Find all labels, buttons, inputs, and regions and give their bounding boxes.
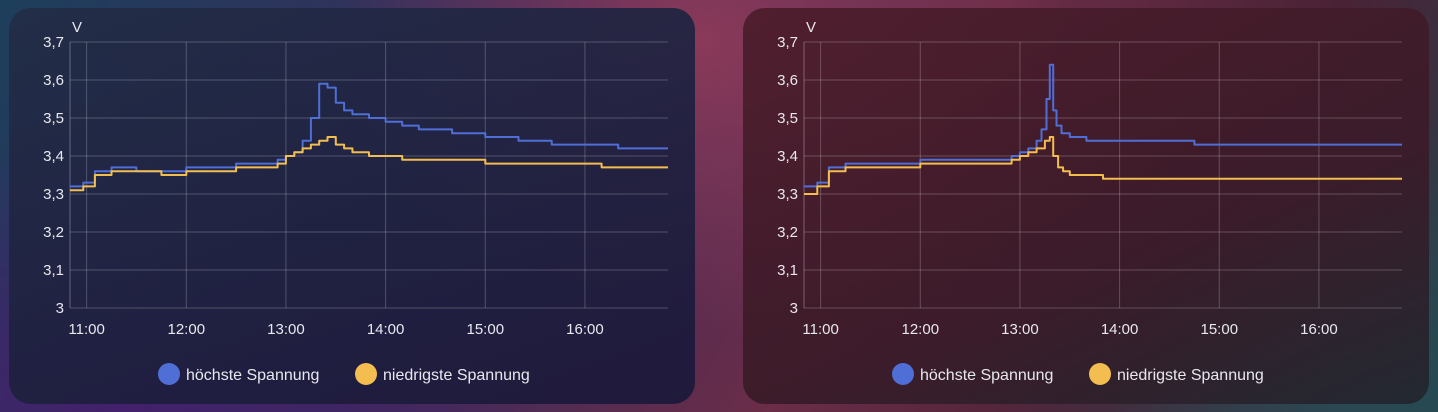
x-tick-label: 11:00 <box>802 321 838 338</box>
y-tick-label: 3,5 <box>777 110 798 127</box>
x-tick-label: 12:00 <box>902 321 940 338</box>
y-tick-label: 3 <box>790 300 798 317</box>
series-line-low <box>70 136 668 192</box>
y-tick-label: 3,2 <box>777 224 798 241</box>
legend-low-label[interactable]: niedrigste Spannung <box>1117 367 1264 384</box>
legend-high-label[interactable]: höchste Spannung <box>186 367 319 384</box>
voltage-chart-right: 3 3,1 3,2 3,3 3,4 3,5 3,6 3,7 11:00 12:00 13:00 14:… <box>777 19 1402 385</box>
y-axis-unit-label: V <box>72 19 82 36</box>
x-tick-label: 14:00 <box>367 321 405 338</box>
x-tick-label: 11:00 <box>68 321 104 338</box>
x-tick-label: 15:00 <box>1201 321 1239 338</box>
series-line-low <box>804 136 1402 195</box>
legend-high-swatch[interactable] <box>892 363 914 385</box>
y-tick-label: 3,6 <box>777 72 798 89</box>
legend-low-swatch[interactable] <box>355 363 377 385</box>
legend-low-swatch[interactable] <box>1089 363 1111 385</box>
legend-high-swatch[interactable] <box>158 363 180 385</box>
series-line-high <box>70 82 668 188</box>
legend-low-label[interactable]: niedrigste Spannung <box>383 367 530 384</box>
chart-card-right: 3 3,1 3,2 3,3 3,4 3,5 3,6 3,7 11:00 12:00 13:00 14:… <box>743 8 1429 404</box>
x-tick-label: 16:00 <box>566 321 604 338</box>
y-tick-label: 3,4 <box>777 148 798 165</box>
legend-high-label[interactable]: höchste Spannung <box>920 367 1053 384</box>
y-axis-unit-label: V <box>806 19 816 36</box>
y-tick-label: 3,4 <box>43 148 64 165</box>
y-tick-label: 3,6 <box>43 72 64 89</box>
y-tick-label: 3 <box>56 300 64 317</box>
x-tick-label: 16:00 <box>1300 321 1338 338</box>
y-tick-label: 3,7 <box>43 34 64 51</box>
y-tick-label: 3,1 <box>777 262 798 279</box>
x-tick-label: 12:00 <box>168 321 206 338</box>
y-tick-label: 3,7 <box>777 34 798 51</box>
series-line-high <box>804 63 1402 188</box>
x-tick-label: 13:00 <box>267 321 305 338</box>
y-tick-label: 3,2 <box>43 224 64 241</box>
y-tick-label: 3,3 <box>777 186 798 203</box>
x-tick-label: 14:00 <box>1101 321 1139 338</box>
x-tick-label: 15:00 <box>467 321 505 338</box>
voltage-chart-left: 3 3,1 3,2 3,3 3,4 3,5 3,6 3,7 11:00 12:00 13:00 14:… <box>43 19 668 385</box>
y-tick-label: 3,1 <box>43 262 64 279</box>
y-tick-label: 3,5 <box>43 110 64 127</box>
chart-card-left: 3 3,1 3,2 3,3 3,4 3,5 3,6 3,7 11:00 12:00 13:00 14:… <box>9 8 695 404</box>
x-tick-label: 13:00 <box>1001 321 1039 338</box>
y-tick-label: 3,3 <box>43 186 64 203</box>
